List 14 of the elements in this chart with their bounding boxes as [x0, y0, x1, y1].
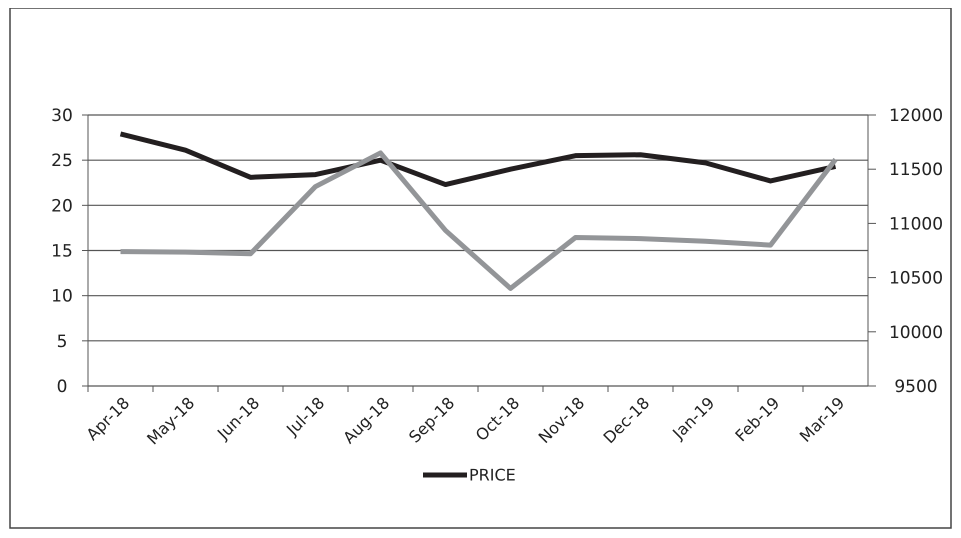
- y-tick-label: 30: [51, 106, 73, 126]
- y-tick-label: 15: [51, 241, 73, 262]
- y2-tick-label: 10000: [888, 322, 944, 343]
- y-tick-label: 10: [51, 286, 73, 307]
- y2-tick-label: 11000: [888, 214, 944, 234]
- y-tick-label: 20: [51, 196, 73, 216]
- y2-tick-label: 9500: [894, 376, 938, 397]
- y-tick-label: 25: [51, 151, 73, 172]
- y2-tick-label: 10500: [888, 268, 944, 289]
- y-tick-label: 5: [56, 332, 68, 352]
- y-tick-label: 0: [56, 376, 68, 397]
- legend-label: PRICE: [469, 466, 516, 485]
- y2-tick-label: 11500: [888, 160, 944, 180]
- y2-tick-label: 12000: [888, 106, 944, 126]
